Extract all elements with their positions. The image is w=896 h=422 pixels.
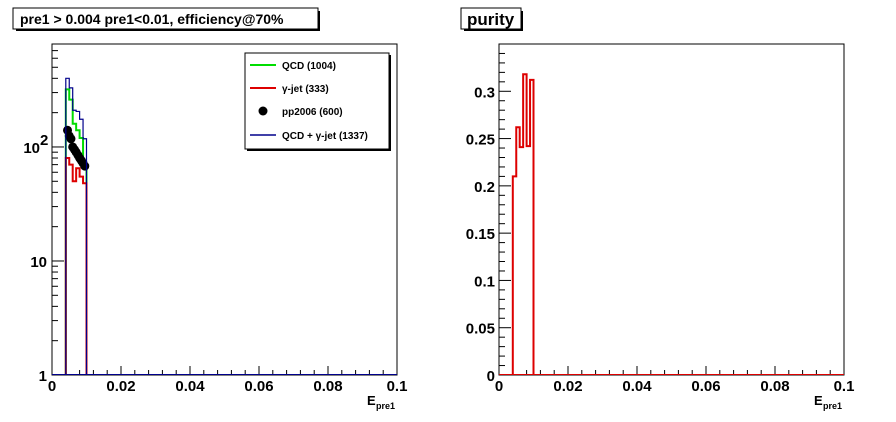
legend-gammajet-label: γ-jet (333) (282, 84, 329, 95)
left-panel: pre1 > 0.004 pre1<0.01, efficiency@70% 0… (12, 7, 408, 411)
right-y-tick-label: 0.05 (466, 321, 495, 338)
left-xlabel-sub: pre1 (376, 401, 395, 411)
left-title: pre1 > 0.004 pre1<0.01, efficiency@70% (20, 11, 284, 27)
left-x-ticks: 0 0.02 0.04 0.06 0.08 0.1 (48, 366, 408, 395)
right-x-tick-label: 0.04 (622, 378, 652, 395)
legend-pp2006-label: pp2006 (600) (282, 107, 343, 118)
right-x-tick-label: 0.08 (760, 378, 789, 395)
left-x-axis-label: E pre1 (367, 393, 395, 411)
left-y-tick-label-exponent: 2 (40, 132, 48, 149)
left-data-point (66, 134, 76, 144)
left-xlabel-main: E (367, 393, 376, 408)
left-x-tick-label: 0.04 (175, 378, 205, 395)
right-y-tick-label: 0 (487, 368, 495, 385)
legend-pp2006-marker (258, 106, 268, 116)
left-y-tick-label: 1 (39, 368, 47, 385)
right-title-box: purity (460, 7, 523, 31)
left-title-box: pre1 > 0.004 pre1<0.01, efficiency@70% (12, 7, 320, 31)
legend-sum-label: QCD + γ-jet (1337) (282, 131, 368, 142)
right-y-tick-label: 0.1 (474, 273, 495, 290)
legend: QCD (1004) γ-jet (333) pp2006 (600) QCD … (244, 52, 391, 151)
left-series-1-line (64, 157, 88, 375)
left-x-tick-label: 0.08 (313, 378, 342, 395)
right-y-tick-label: 0.3 (474, 84, 495, 101)
left-x-tick-label: 0.1 (387, 378, 408, 395)
left-series-3-line (65, 77, 88, 375)
left-x-tick-label: 0.02 (106, 378, 135, 395)
right-series-0-line (511, 73, 535, 375)
left-y-tick-label: 10 (23, 140, 40, 157)
right-x-tick-label: 0.02 (553, 378, 582, 395)
right-xlabel-main: E (814, 393, 823, 408)
right-y-tick-label: 0.2 (474, 179, 495, 196)
legend-box (244, 52, 390, 150)
right-x-axis-label: E pre1 (814, 393, 842, 411)
left-x-tick-label: 0 (48, 378, 56, 395)
right-xlabel-sub: pre1 (823, 401, 842, 411)
right-x-ticks: 0 0.02 0.04 0.06 0.08 0.1 (495, 366, 855, 395)
left-data-point (80, 161, 90, 171)
left-y-tick-label: 10 (30, 254, 47, 271)
legend-qcd-label: QCD (1004) (282, 61, 336, 72)
right-x-tick-label: 0.06 (691, 378, 720, 395)
left-series-layer (52, 77, 397, 375)
right-x-tick-label: 0 (495, 378, 503, 395)
left-x-tick-label: 0.06 (244, 378, 273, 395)
right-panel: purity 0 0.02 0.04 0.06 0.08 0.1 0 0.05 0.1 0.15… (460, 7, 855, 411)
right-y-tick-label: 0.25 (466, 132, 495, 149)
right-plot-frame (498, 43, 845, 376)
right-y-tick-label: 0.15 (466, 226, 495, 243)
right-x-tick-label: 0.1 (834, 378, 855, 395)
right-y-ticks: 0 0.05 0.1 0.15 0.2 0.25 0.3 (466, 43, 511, 385)
right-series-layer (499, 73, 844, 375)
right-title: purity (467, 10, 515, 29)
